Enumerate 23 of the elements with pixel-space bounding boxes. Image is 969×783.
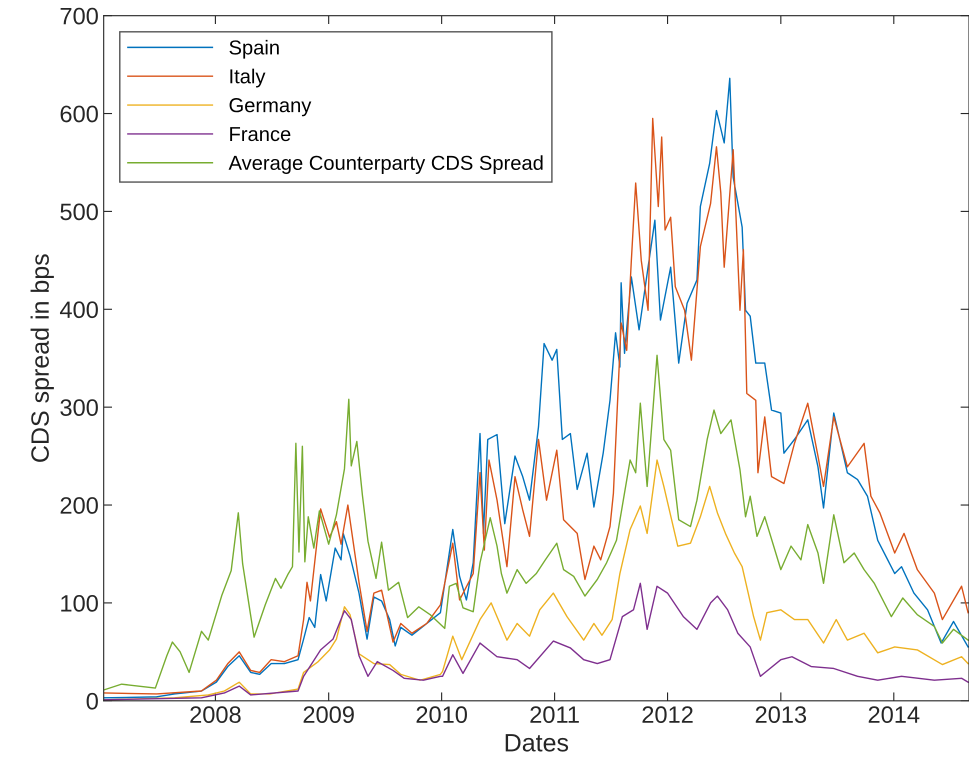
y-tick-label: 500	[60, 203, 98, 220]
x-tick-label: 2011	[530, 706, 579, 723]
y-tick-label: 0	[86, 692, 98, 710]
x-axis-title: Dates	[506, 734, 568, 752]
x-tick-label: 2014	[868, 706, 920, 723]
x-tick-label: 2012	[642, 706, 693, 723]
legend-label: France	[230, 127, 290, 142]
x-tick-label: 2008	[190, 706, 241, 723]
y-tick-label: 100	[61, 594, 98, 612]
legend-label: Average Counterparty CDS Spread	[228, 155, 543, 174]
line-series	[104, 354, 969, 691]
x-tick-label: 2010	[416, 706, 467, 723]
legend-label: Germany	[230, 98, 312, 116]
y-axis-title: CDS spread in bps	[30, 254, 54, 462]
y-tick-label: 600	[60, 106, 98, 122]
y-tick-label: 200	[60, 497, 98, 514]
y-tick-label: 400	[60, 301, 98, 318]
x-tick-label: 2009	[304, 706, 354, 723]
legend-label: Spain	[229, 40, 279, 59]
legend-label: Italy	[230, 68, 266, 88]
x-tick-label: 2013	[756, 706, 806, 723]
y-tick-label: 300	[60, 399, 98, 416]
y-tick-label: 700	[60, 8, 98, 24]
